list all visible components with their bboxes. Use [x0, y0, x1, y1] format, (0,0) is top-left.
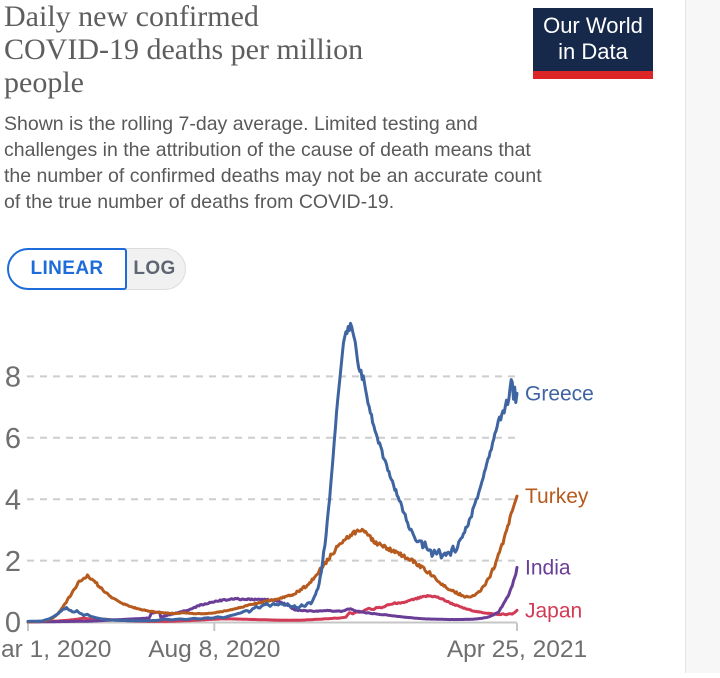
- page-title-line: COVID-19 deaths per million: [4, 33, 364, 66]
- linear-scale-button[interactable]: LINEAR: [7, 248, 127, 290]
- series-label-greece: Greece: [525, 382, 594, 405]
- chart-subtitle: Shown is the rolling 7-day average. Limi…: [4, 111, 634, 215]
- x-axis-label-0: Mar 1, 2020: [0, 636, 111, 663]
- line-chart[interactable]: 0 2 4 6 8 Mar 1, 2020 Aug 8, 2020 Apr 25, 2021 J…: [0, 300, 720, 673]
- series-label-turkey: Turkey: [525, 485, 589, 508]
- log-scale-button[interactable]: LOG: [124, 248, 186, 290]
- chart-subtitle-line: of the true number of deaths from COVID-…: [4, 191, 395, 213]
- y-axis-label-2: 2: [5, 546, 21, 578]
- series-line-india[interactable]: [26, 565, 519, 624]
- page-right-gutter: [685, 0, 720, 673]
- page-title-line: people: [4, 66, 84, 99]
- series-label-japan: Japan: [525, 599, 582, 622]
- y-axis-label-8: 8: [5, 362, 21, 394]
- owid-logo-line1: Our World: [543, 13, 643, 38]
- chart-subtitle-line: challenges in the attribution of the cau…: [4, 139, 531, 161]
- page-title-line: Daily new confirmed: [4, 0, 259, 33]
- series-line-turkey[interactable]: [26, 494, 519, 624]
- owid-logo-text: Our World in Data: [533, 8, 653, 71]
- chart-subtitle-line: the number of confirmed deaths may not b…: [4, 165, 542, 187]
- owid-logo-red-bar: [533, 71, 653, 79]
- owid-logo[interactable]: Our World in Data: [533, 8, 653, 79]
- x-axis-label-1: Aug 8, 2020: [148, 636, 280, 663]
- chart-subtitle-line: Shown is the rolling 7-day average. Limi…: [4, 113, 478, 135]
- y-axis-label-0: 0: [5, 607, 21, 639]
- y-axis-label-4: 4: [5, 484, 21, 516]
- x-axis-label-2: Apr 25, 2021: [447, 636, 587, 663]
- chart-svg[interactable]: 0 2 4 6 8 Mar 1, 2020 Aug 8, 2020 Apr 25, 2021 J…: [0, 300, 720, 673]
- owid-logo-line2: in Data: [558, 39, 628, 64]
- y-axis-label-6: 6: [5, 423, 21, 455]
- page-title: Daily new confirmed COVID-19 deaths per m…: [4, 0, 474, 99]
- scale-toggle: LINEAR LOG: [7, 248, 186, 290]
- series-label-india: India: [525, 556, 571, 579]
- series-line-greece[interactable]: [26, 321, 519, 623]
